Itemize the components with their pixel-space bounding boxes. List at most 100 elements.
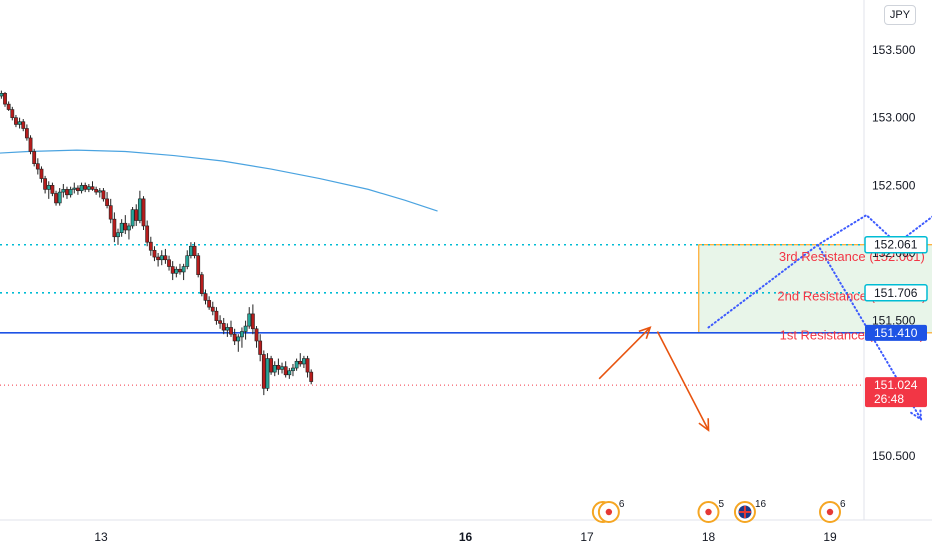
candle-52 [167,255,171,271]
candle-body [243,325,248,332]
candle-68 [225,323,230,337]
candle-body [170,266,175,274]
candle-50 [159,250,164,266]
candle-body [57,191,62,204]
uk-flag-cross [738,506,751,518]
price-label-0: 152.061 [864,235,928,254]
candle-body [221,323,226,331]
event-marker-0: 6 [591,499,625,523]
candle-body [130,209,135,227]
price-label-bg [864,235,928,254]
candle-body [94,189,99,193]
currency-badge[interactable]: JPY [884,5,916,25]
candle-62 [203,289,208,305]
candle-body [112,218,117,238]
candle-42 [130,206,135,229]
candle-17 [39,166,44,183]
candle-body [302,358,306,365]
candle-8 [6,101,11,111]
y-tick-label: 153.000 [872,111,916,125]
candle-65 [214,307,219,325]
candle-86 [291,363,295,377]
candle-38 [116,228,120,245]
candle-53 [170,261,175,281]
event-dot-icon [605,508,613,516]
price-label-bg [865,377,927,408]
candle-body [105,198,109,206]
candle-40 [123,215,128,235]
candle-27 [76,185,80,195]
candle-15 [32,148,37,167]
y-tick-label: 153.500 [872,43,916,57]
candle-body [28,137,33,152]
candle-7 [3,91,7,107]
candle-body [236,336,241,342]
candle-78 [261,350,266,396]
event-dot-icon [705,508,712,516]
candle-91 [309,369,314,385]
candle-body [116,232,120,238]
candle-body [17,121,22,125]
candle-88 [298,353,303,367]
candle-body [90,186,95,190]
candle-33 [97,188,102,198]
candle-body [137,198,142,221]
candle-11 [17,117,22,129]
candle-28 [79,182,84,194]
candle-body [3,93,7,105]
candle-body [65,189,69,196]
projection-arrow-2 [598,326,651,380]
candle-18 [43,175,48,194]
candle-26 [72,182,77,194]
candle-body [21,121,26,129]
candle-body [24,128,29,139]
y-tick-label: 150.500 [872,449,916,463]
candle-body [79,185,84,192]
candle-12 [21,119,26,132]
candle-body [0,93,4,97]
candle-64 [210,301,215,316]
candle-82 [276,358,281,375]
candle-body [207,300,212,308]
candle-body [86,186,91,190]
candle-74 [247,307,252,329]
candle-80 [269,355,274,375]
candle-body [254,328,259,342]
candle-body [247,313,252,327]
candle-90 [305,355,310,378]
candle-23 [61,183,66,198]
candle-body [203,293,208,301]
candle-45 [141,196,146,230]
candle-body [196,255,201,275]
x-tick-label: 17 [580,530,594,544]
projection-arrow-head-3 [698,418,710,432]
candle-body [189,245,193,257]
candle-41 [127,223,131,240]
candle-14 [28,135,33,155]
price-label-text: 151.410 [874,326,918,340]
price-label-countdown: 26:48 [874,392,904,406]
moving-average-line [0,149,438,212]
candle-body [229,327,233,335]
event-marker-2: 16 [733,499,767,523]
candle-34 [101,188,106,202]
candle-22 [57,188,62,206]
candle-body [35,163,40,170]
candle-55 [178,263,182,275]
candle-73 [243,320,248,340]
candle-body [148,241,153,251]
event-count: 6 [840,499,846,510]
candle-58 [189,242,193,259]
projection-arrow-head-2 [638,326,652,340]
candle-57 [185,250,190,270]
candle-body [134,209,139,221]
candle-49 [156,253,161,267]
projection-arrow-3 [656,331,710,431]
candle-body [61,189,66,193]
candle-47 [148,236,153,256]
candle-body [152,249,157,258]
y-tick-label: 152.500 [872,178,916,192]
